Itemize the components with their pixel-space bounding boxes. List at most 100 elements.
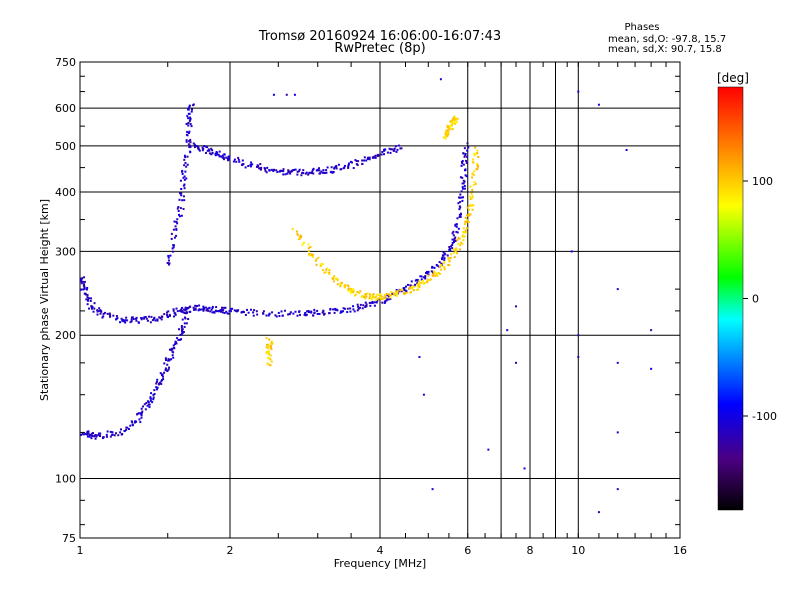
echo-point [446, 133, 449, 136]
echo-point [442, 265, 445, 268]
echo-point [210, 153, 213, 156]
echo-point [223, 312, 226, 315]
echo-point [193, 143, 196, 146]
echo-point [350, 287, 353, 290]
echo-point [387, 295, 390, 298]
echo-point [102, 315, 105, 318]
echo-point [152, 396, 155, 399]
echo-point [435, 263, 438, 266]
echo-point [172, 228, 175, 231]
echo-point [182, 308, 185, 311]
echo-point [463, 235, 466, 238]
y-tick-label: 200 [55, 329, 76, 342]
echo-point [258, 167, 261, 170]
echo-point [349, 160, 352, 163]
echo-point [400, 147, 403, 150]
echo-point [385, 299, 388, 302]
echo-point [448, 248, 451, 251]
echo-point [443, 268, 446, 271]
echo-point [84, 293, 87, 296]
echo-point [152, 398, 155, 401]
echo-point [302, 169, 305, 172]
echo-point [304, 172, 307, 175]
echo-point [188, 104, 191, 107]
echo-point [90, 305, 93, 308]
echo-point [474, 182, 477, 185]
echo-point [396, 290, 399, 293]
echo-point [334, 308, 337, 311]
echo-point [249, 164, 252, 167]
echo-point [299, 234, 302, 237]
echo-point [221, 154, 224, 157]
echo-point [362, 304, 365, 307]
echo-point [112, 314, 115, 317]
echo-point [265, 346, 268, 349]
echo-point [174, 225, 177, 228]
echo-point [223, 306, 226, 309]
echo-point [253, 309, 256, 312]
echo-point [452, 248, 455, 251]
echo-point [395, 150, 398, 153]
chart-title: Tromsø 20160924 16:06:00-16:07:43 [258, 29, 501, 44]
echo-point [447, 264, 450, 267]
echo-point [121, 432, 124, 435]
echo-point [233, 309, 236, 312]
echo-point [167, 359, 170, 362]
echo-point [134, 420, 137, 423]
echo-point [174, 341, 177, 344]
echo-point [374, 154, 377, 157]
echo-point [372, 293, 375, 296]
echo-point [159, 317, 162, 320]
echo-point [445, 129, 448, 132]
echo-point [185, 133, 188, 136]
echo-point [111, 431, 114, 434]
echo-point [215, 306, 218, 309]
echo-point [426, 278, 429, 281]
echo-point [447, 132, 450, 135]
echo-point [333, 311, 336, 314]
echo-point [459, 244, 462, 247]
echo-point [269, 364, 272, 367]
echo-point [452, 251, 455, 254]
echo-point [156, 319, 159, 322]
echo-point [352, 289, 355, 292]
x-tick-label: 4 [377, 544, 384, 557]
echo-point [298, 313, 301, 316]
echo-point [159, 372, 162, 375]
echo-point [123, 430, 126, 433]
echo-point [313, 308, 316, 311]
echo-point [446, 254, 449, 257]
echo-point [344, 286, 347, 289]
echo-point [311, 253, 314, 256]
echo-point [463, 147, 466, 150]
echo-point [347, 162, 350, 165]
echo-point [356, 303, 359, 306]
echo-point [460, 241, 463, 244]
echo-point [178, 198, 181, 201]
echo-point [158, 381, 161, 384]
echo-point [156, 386, 159, 389]
echo-point [472, 184, 475, 187]
echo-point [471, 195, 474, 198]
echo-point [381, 301, 384, 304]
echo-point [272, 170, 275, 173]
echo-point [444, 253, 447, 256]
echo-point [371, 156, 374, 159]
echo-point [465, 219, 468, 222]
echo-point [418, 356, 421, 359]
echo-point [387, 298, 390, 301]
echo-point [389, 296, 392, 299]
echo-point [403, 291, 406, 294]
echo-point [404, 289, 407, 292]
echo-point [242, 310, 245, 313]
echo-point [151, 319, 154, 322]
echo-point [257, 165, 260, 168]
echo-point [364, 297, 367, 300]
echo-point [164, 357, 167, 360]
echo-point [331, 171, 334, 174]
echo-point [453, 122, 456, 125]
y-tick-label: 400 [55, 186, 76, 199]
echo-point [448, 125, 451, 128]
echo-point [347, 285, 350, 288]
y-tick-label: 300 [55, 245, 76, 258]
